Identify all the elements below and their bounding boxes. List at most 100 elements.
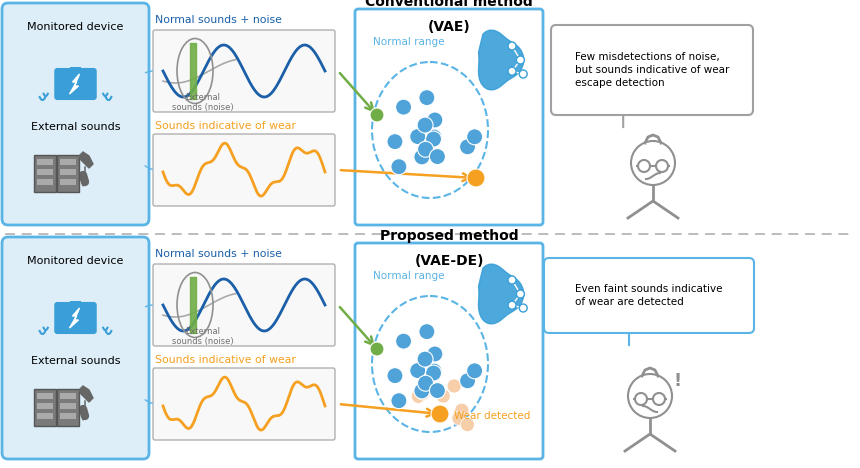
Circle shape bbox=[447, 379, 461, 393]
FancyBboxPatch shape bbox=[57, 155, 79, 192]
Bar bbox=[70, 301, 81, 306]
Circle shape bbox=[429, 382, 445, 399]
Text: External
sounds (noise): External sounds (noise) bbox=[172, 93, 234, 112]
Circle shape bbox=[370, 108, 384, 122]
Circle shape bbox=[387, 368, 403, 384]
FancyBboxPatch shape bbox=[55, 303, 95, 333]
Text: External
sounds (noise): External sounds (noise) bbox=[172, 327, 234, 346]
Text: Normal range: Normal range bbox=[373, 37, 445, 47]
Circle shape bbox=[411, 389, 426, 403]
Circle shape bbox=[631, 141, 675, 185]
Bar bbox=[60, 169, 76, 175]
Bar bbox=[60, 179, 76, 185]
Bar bbox=[37, 169, 53, 175]
Circle shape bbox=[455, 403, 469, 417]
Bar bbox=[60, 159, 76, 165]
Circle shape bbox=[426, 365, 441, 381]
Text: Even faint sounds indicative
of wear are detected: Even faint sounds indicative of wear are… bbox=[575, 284, 722, 307]
Text: Conventional method: Conventional method bbox=[366, 0, 533, 9]
Text: (VAE-DE): (VAE-DE) bbox=[415, 254, 483, 268]
Circle shape bbox=[467, 363, 482, 379]
Circle shape bbox=[416, 386, 430, 400]
Circle shape bbox=[516, 290, 525, 298]
Circle shape bbox=[370, 342, 384, 356]
Circle shape bbox=[396, 333, 412, 349]
Text: Few misdetections of noise,
but sounds indicative of wear
escape detection: Few misdetections of noise, but sounds i… bbox=[574, 52, 729, 88]
Circle shape bbox=[419, 324, 435, 340]
Text: Wear detected: Wear detected bbox=[454, 411, 531, 421]
FancyBboxPatch shape bbox=[2, 3, 149, 225]
Polygon shape bbox=[190, 277, 196, 333]
FancyBboxPatch shape bbox=[34, 389, 56, 426]
Polygon shape bbox=[70, 308, 79, 328]
Circle shape bbox=[459, 373, 476, 389]
Text: Normal sounds + noise: Normal sounds + noise bbox=[155, 15, 282, 25]
Polygon shape bbox=[478, 264, 524, 324]
Circle shape bbox=[519, 304, 527, 312]
Text: Monitored device: Monitored device bbox=[28, 22, 124, 32]
Polygon shape bbox=[79, 152, 93, 168]
Bar bbox=[37, 393, 53, 399]
Polygon shape bbox=[81, 175, 87, 186]
Text: !: ! bbox=[674, 372, 682, 390]
FancyBboxPatch shape bbox=[355, 243, 543, 459]
Circle shape bbox=[467, 129, 482, 145]
FancyBboxPatch shape bbox=[544, 258, 754, 333]
FancyBboxPatch shape bbox=[153, 264, 335, 346]
FancyBboxPatch shape bbox=[153, 30, 335, 112]
FancyBboxPatch shape bbox=[153, 368, 335, 440]
Circle shape bbox=[409, 129, 426, 145]
Text: Normal sounds + noise: Normal sounds + noise bbox=[155, 249, 282, 259]
Circle shape bbox=[419, 90, 435, 106]
Bar bbox=[60, 403, 76, 409]
Text: External sounds: External sounds bbox=[31, 122, 120, 132]
Circle shape bbox=[516, 56, 525, 64]
Polygon shape bbox=[478, 30, 524, 90]
Circle shape bbox=[519, 70, 527, 78]
Polygon shape bbox=[79, 386, 93, 402]
Circle shape bbox=[409, 363, 426, 379]
FancyBboxPatch shape bbox=[34, 155, 56, 192]
Circle shape bbox=[391, 393, 407, 409]
FancyBboxPatch shape bbox=[57, 389, 79, 426]
Circle shape bbox=[418, 141, 433, 157]
Circle shape bbox=[418, 375, 433, 391]
Circle shape bbox=[426, 363, 442, 379]
Circle shape bbox=[426, 131, 441, 147]
Circle shape bbox=[460, 417, 475, 431]
Circle shape bbox=[429, 148, 445, 165]
Circle shape bbox=[417, 117, 433, 133]
FancyBboxPatch shape bbox=[355, 9, 543, 225]
Circle shape bbox=[414, 149, 430, 165]
Text: Proposed method: Proposed method bbox=[379, 229, 519, 243]
Text: Monitored device: Monitored device bbox=[28, 256, 124, 266]
Text: Sounds indicative of wear: Sounds indicative of wear bbox=[155, 355, 296, 365]
Circle shape bbox=[452, 411, 466, 425]
Bar bbox=[37, 179, 53, 185]
Circle shape bbox=[508, 301, 516, 309]
Bar bbox=[60, 393, 76, 399]
Polygon shape bbox=[81, 409, 87, 420]
Polygon shape bbox=[70, 74, 79, 94]
Bar bbox=[37, 403, 53, 409]
Bar bbox=[60, 413, 76, 419]
Circle shape bbox=[467, 169, 485, 187]
Text: (VAE): (VAE) bbox=[427, 20, 470, 34]
Circle shape bbox=[508, 67, 516, 75]
Circle shape bbox=[431, 405, 449, 423]
Text: Normal range: Normal range bbox=[373, 271, 445, 281]
Bar bbox=[37, 159, 53, 165]
FancyBboxPatch shape bbox=[55, 69, 95, 99]
Circle shape bbox=[396, 99, 412, 115]
Circle shape bbox=[508, 42, 516, 50]
Circle shape bbox=[508, 276, 516, 284]
Circle shape bbox=[427, 346, 443, 362]
Polygon shape bbox=[190, 43, 196, 99]
Circle shape bbox=[459, 139, 476, 155]
Bar bbox=[37, 413, 53, 419]
Text: External sounds: External sounds bbox=[31, 356, 120, 366]
Circle shape bbox=[391, 159, 407, 175]
Text: Sounds indicative of wear: Sounds indicative of wear bbox=[155, 121, 296, 131]
Circle shape bbox=[414, 383, 430, 399]
Circle shape bbox=[427, 112, 443, 128]
